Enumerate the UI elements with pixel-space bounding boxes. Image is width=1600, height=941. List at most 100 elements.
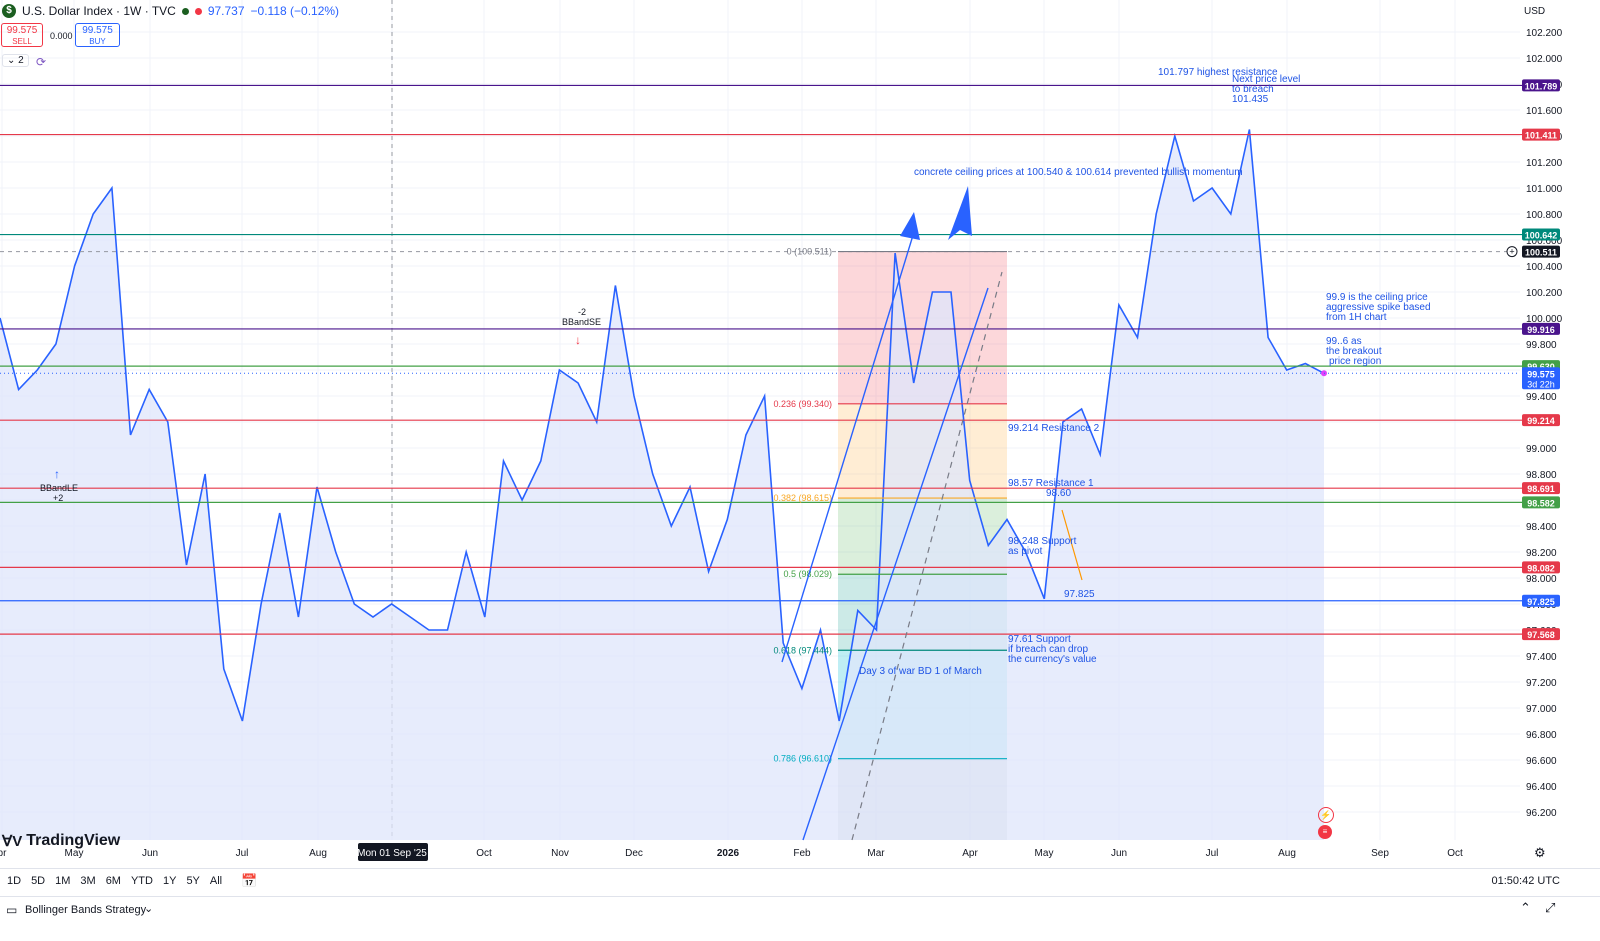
price-tick-label: 98.200	[1526, 548, 1557, 559]
level-price-label: 98.582	[1527, 498, 1555, 508]
price-tick-label: 99.400	[1526, 392, 1557, 403]
time-tick-label: May	[1035, 848, 1054, 859]
price-tick-label: 101.200	[1526, 158, 1563, 169]
price-tick-label: 96.800	[1526, 730, 1557, 741]
buy-label: BUY	[76, 36, 119, 47]
crosshair-price-label: 100.511	[1525, 248, 1557, 258]
time-tick-label: Aug	[309, 848, 327, 859]
price-axis: 102.200102.000101.800101.600101.400101.2…	[1507, 28, 1563, 819]
time-tick-label: Apr	[962, 848, 978, 859]
chart-annotation: 101.435	[1232, 94, 1269, 105]
fib-label: 0.618 (97.444)	[773, 645, 832, 655]
range-button-ytd[interactable]: YTD	[126, 875, 158, 887]
price-tick-label: 102.000	[1526, 54, 1563, 65]
range-button-5d[interactable]: 5D	[26, 875, 50, 887]
symbol-title[interactable]: U.S. Dollar Index · 1W · TVC	[22, 4, 176, 18]
price-tick-label: 97.400	[1526, 652, 1557, 663]
price-tick-label: 97.000	[1526, 704, 1557, 715]
lightning-icon[interactable]: ⚡	[1318, 807, 1334, 823]
range-button-3m[interactable]: 3M	[75, 875, 100, 887]
fib-label: 0 (100.511)	[787, 247, 832, 257]
price-tick-label: 96.600	[1526, 756, 1557, 767]
level-price-label: 98.082	[1527, 563, 1555, 573]
range-button-all[interactable]: All	[205, 875, 227, 887]
chart-header: $ U.S. Dollar Index · 1W · TVC 97.737 −0…	[0, 0, 339, 22]
sell-price: 99.575	[2, 25, 42, 36]
tradingview-logo: ⱯV TradingView	[2, 832, 120, 850]
chart-annotation: 99.214 Resistance 2	[1008, 423, 1100, 434]
price-area	[0, 129, 1520, 840]
level-price-label: 97.568	[1527, 630, 1555, 640]
indicator-count: 2	[18, 55, 24, 66]
buy-signal-arrow-icon: ↑	[54, 467, 60, 481]
time-tick-label: Mon 01 Sep '25	[357, 848, 427, 859]
range-button-1d[interactable]: 1D	[2, 875, 26, 887]
range-button-5y[interactable]: 5Y	[181, 875, 204, 887]
strategy-icon: ▭	[6, 903, 17, 917]
utc-time[interactable]: 01:50:42 UTC	[1492, 875, 1560, 887]
countdown-label: 3d 22h	[1527, 379, 1555, 389]
level-price-label: 98.691	[1527, 484, 1555, 494]
market-status-icon	[182, 8, 189, 15]
strategy-signal-label: +2	[53, 493, 63, 503]
price-tick-label: 100.400	[1526, 262, 1563, 273]
currency-label[interactable]: USD	[1524, 6, 1545, 17]
range-button-1y[interactable]: 1Y	[158, 875, 181, 887]
data-status-icon	[195, 8, 202, 15]
buy-price: 99.575	[76, 25, 119, 36]
gear-icon[interactable]: ⚙	[1534, 845, 1546, 861]
range-button-6m[interactable]: 6M	[101, 875, 126, 887]
dollar-circle-icon: $	[2, 4, 16, 18]
time-tick-label: Feb	[793, 848, 811, 859]
maximize-icon[interactable]: ⤢	[1545, 900, 1555, 916]
level-price-label: 99.214	[1527, 416, 1555, 426]
time-tick-label: Oct	[1447, 848, 1463, 859]
range-button-1m[interactable]: 1M	[50, 875, 75, 887]
strategy-panel: ▭ Bollinger Bands Strategy ⌄ ⌃ ⤢	[0, 896, 1600, 941]
price-tick-label: 102.200	[1526, 28, 1563, 39]
level-price-label: 97.825	[1527, 597, 1555, 607]
price-tick-label: 98.000	[1526, 574, 1557, 585]
chart-annotation: the currency's value	[1008, 654, 1097, 665]
time-tick-label: Sep	[1371, 848, 1389, 859]
time-tick-label: Jun	[1111, 848, 1127, 859]
plus-icon: +	[1509, 247, 1514, 257]
chart-annotation: concrete ceiling prices at 100.540 & 100…	[914, 167, 1243, 178]
sell-signal-arrow-icon: ↓	[575, 333, 581, 347]
time-tick-label: Jul	[236, 848, 249, 859]
chart-annotation: 98.60	[1046, 488, 1071, 499]
time-tick-label: Nov	[551, 848, 569, 859]
price-tick-label: 100.200	[1526, 288, 1563, 299]
price-tick-label: 96.400	[1526, 782, 1557, 793]
current-price-label: 99.575	[1527, 369, 1555, 379]
chevron-up-icon[interactable]: ⌃	[1520, 900, 1531, 916]
down-arrow-icon	[948, 186, 972, 240]
sync-icon[interactable]: ⟳	[36, 55, 46, 69]
price-tick-label: 97.200	[1526, 678, 1557, 689]
price-chart[interactable]: 0 (100.511)0.236 (99.340)0.382 (98.615)0…	[0, 0, 1600, 868]
spread-value: 0.000	[50, 31, 73, 41]
chart-annotation: as pivot	[1008, 546, 1043, 557]
strategy-signal-label: BBandSE	[562, 317, 601, 327]
time-tick-label: 2026	[717, 848, 740, 859]
down-arrow-icon	[900, 212, 920, 240]
price-tick-label: 101.000	[1526, 184, 1563, 195]
chart-annotation: Day 3 of war BD 1 of March	[859, 666, 982, 677]
chevron-down-icon[interactable]: ⌄	[144, 902, 153, 915]
time-tick-label: Jul	[1206, 848, 1219, 859]
calendar-icon[interactable]: 📅	[241, 873, 257, 889]
sell-button[interactable]: 99.575 SELL	[1, 23, 43, 47]
time-tick-label: Mar	[867, 848, 885, 859]
level-price-label: 100.642	[1525, 231, 1558, 241]
indicator-toggle[interactable]: ⌄ 2	[2, 54, 29, 67]
last-price: 97.737	[208, 4, 245, 18]
us-flag-icon[interactable]: ≡	[1318, 825, 1332, 839]
price-change: −0.118 (−0.12%)	[251, 4, 340, 18]
tradingview-logo-icon: ⱯV	[2, 832, 22, 850]
fib-label: 0.786 (96.610)	[773, 754, 832, 764]
strategy-name[interactable]: Bollinger Bands Strategy	[25, 904, 146, 916]
buy-button[interactable]: 99.575 BUY	[75, 23, 120, 47]
strategy-signal-label: BBandLE	[40, 483, 78, 493]
